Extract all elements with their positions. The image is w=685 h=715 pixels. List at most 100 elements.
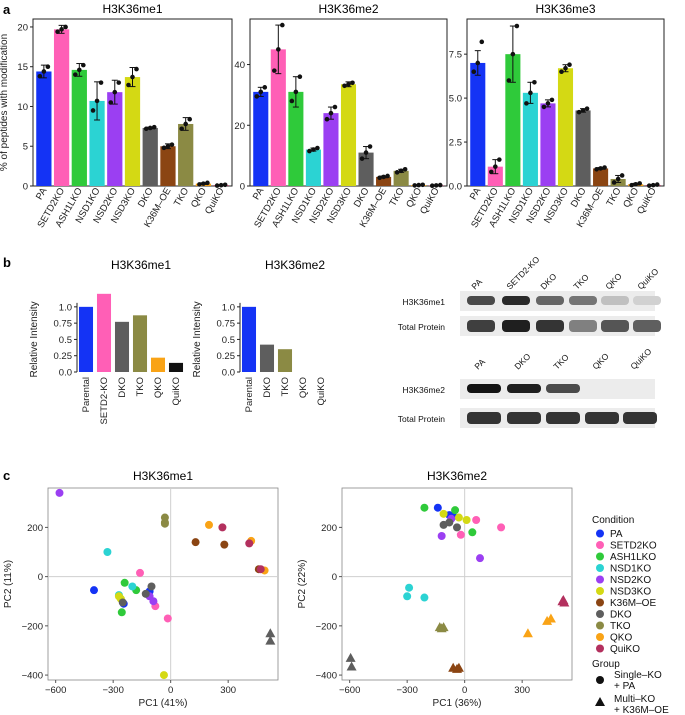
replicate-point [81,62,86,68]
pca-point-DKO [345,652,356,662]
replicate-point [59,27,64,32]
legend-swatch-QuiKO [596,644,604,653]
x-tick-label: PA [251,185,267,201]
replicate-point [130,74,135,80]
blot-row-label: Total Protein [398,414,446,424]
x-tick-label: 300 [514,685,530,696]
replicate-point [112,89,118,95]
y-tick-label: 0.75 [217,319,236,330]
y-axis-label-c1: PC2 (11%) [3,560,14,608]
x-tick-label: QuiKO [316,377,327,406]
x-tick-label: DKO [262,377,273,398]
bar-a3-ASH1LKO [505,54,521,186]
replicate-point [94,98,100,104]
replicate-point [37,73,43,79]
replicate-point [280,22,285,28]
bar-a1-K36M–OE [160,146,176,186]
x-tick-label: QKO [298,377,309,398]
bar-a3-PA [470,62,486,186]
y-tick-label: 20 [234,121,245,132]
legend-label-QKO: QKO [610,633,632,644]
replicate-point [545,101,551,106]
bar-b2-Parental [241,306,257,372]
pca-point-NSD1KO [405,583,414,592]
pca-point-NSD2KO [149,597,158,606]
bar-a1-NSD2KO [107,92,123,186]
pca-point-ASH1LKO [117,608,126,617]
pca-point-NSD3KO [462,516,471,524]
replicate-point [187,116,192,122]
replicate-point [471,69,477,75]
panel-letter-c: c [3,468,10,483]
bar-b2-DKO [259,344,275,372]
blot-lane-label: DKO [512,351,532,371]
legend-group-label: Single–KO [614,670,662,681]
pca-point-SETD2KO [472,516,481,524]
y-tick-label: 0 [23,182,28,193]
legend-label-NSD2KO: NSD2KO [610,575,651,586]
panel-letter-b: b [3,255,11,270]
legend-shape-circle [596,676,604,684]
blot-band [569,320,597,332]
pca-point-NSD2KO [55,488,64,497]
blot-band [569,296,597,305]
chart-title-a1: H3K36me1 [102,2,162,16]
replicate-point [90,108,96,113]
x-tick-label: 300 [220,685,236,696]
blot-band [546,384,580,393]
legend-swatch-PA [596,529,604,538]
y-tick-label: 5 [23,142,28,153]
x-tick-label: QuiKO [171,377,182,406]
replicate-point [45,64,51,70]
replicate-point [524,101,529,106]
y-tick-label: 0 [240,182,245,193]
replicate-point [258,89,264,95]
pca-point-NSD1KO [403,592,412,601]
blot-band [507,384,541,393]
y-tick-label: 1.0 [222,302,235,313]
y-tick-label: 5.0 [449,94,462,105]
replicate-point [412,183,417,188]
legend-swatch-NSD1KO [596,564,604,572]
replicate-point [151,124,157,130]
pca-point-NSD1KO [420,593,429,602]
replicate-point [98,80,104,85]
y-tick-label: 200 [321,523,337,534]
pca-point-SETD2KO [497,523,506,532]
blot-lane-label: QuiKO [628,346,653,371]
blot-lane-label: PA [469,277,484,292]
bar-a1-ASH1LKO [71,69,87,186]
replicate-point [629,182,634,188]
chart-title-c1: H3K36me1 [133,469,193,483]
x-tick-label: Parental [244,377,255,412]
pca-point-ASH1LKO [120,578,129,587]
replicate-point [559,69,564,75]
pca-point-QuiKO [245,539,254,548]
pca-point-NSD3KO [454,513,463,522]
replicate-point [73,72,78,77]
y-tick-label: 0.0 [222,368,235,379]
replicate-point [359,156,365,161]
y-axis-label-a1: % of peptides with modification [0,34,10,171]
legend-swatch-SETD2KO [596,541,604,549]
blot-band [633,296,661,305]
y-tick-label: 0.0 [59,368,72,379]
pca-point-PA [433,503,442,512]
legend-group-label: Multi–KO [614,694,655,705]
pca-point-K36M–OE [220,540,229,549]
pca-point-NSD3KO [439,509,448,518]
replicate-point [394,170,400,175]
replicate-point [654,182,660,187]
replicate-point [297,74,303,79]
replicate-point [619,173,625,178]
replicate-point [602,165,607,170]
y-tick-label: −200 [22,621,43,632]
blot-lane-label: TKO [571,272,591,292]
blot-band [502,296,530,305]
pca-point-K36M–OE [191,538,200,547]
blot-row-label: H3K36me1 [402,297,445,307]
bar-a2-SETD2KO [270,49,286,187]
replicate-point [437,182,443,188]
bar-a1-DKO [142,127,158,186]
replicate-point [342,83,347,89]
